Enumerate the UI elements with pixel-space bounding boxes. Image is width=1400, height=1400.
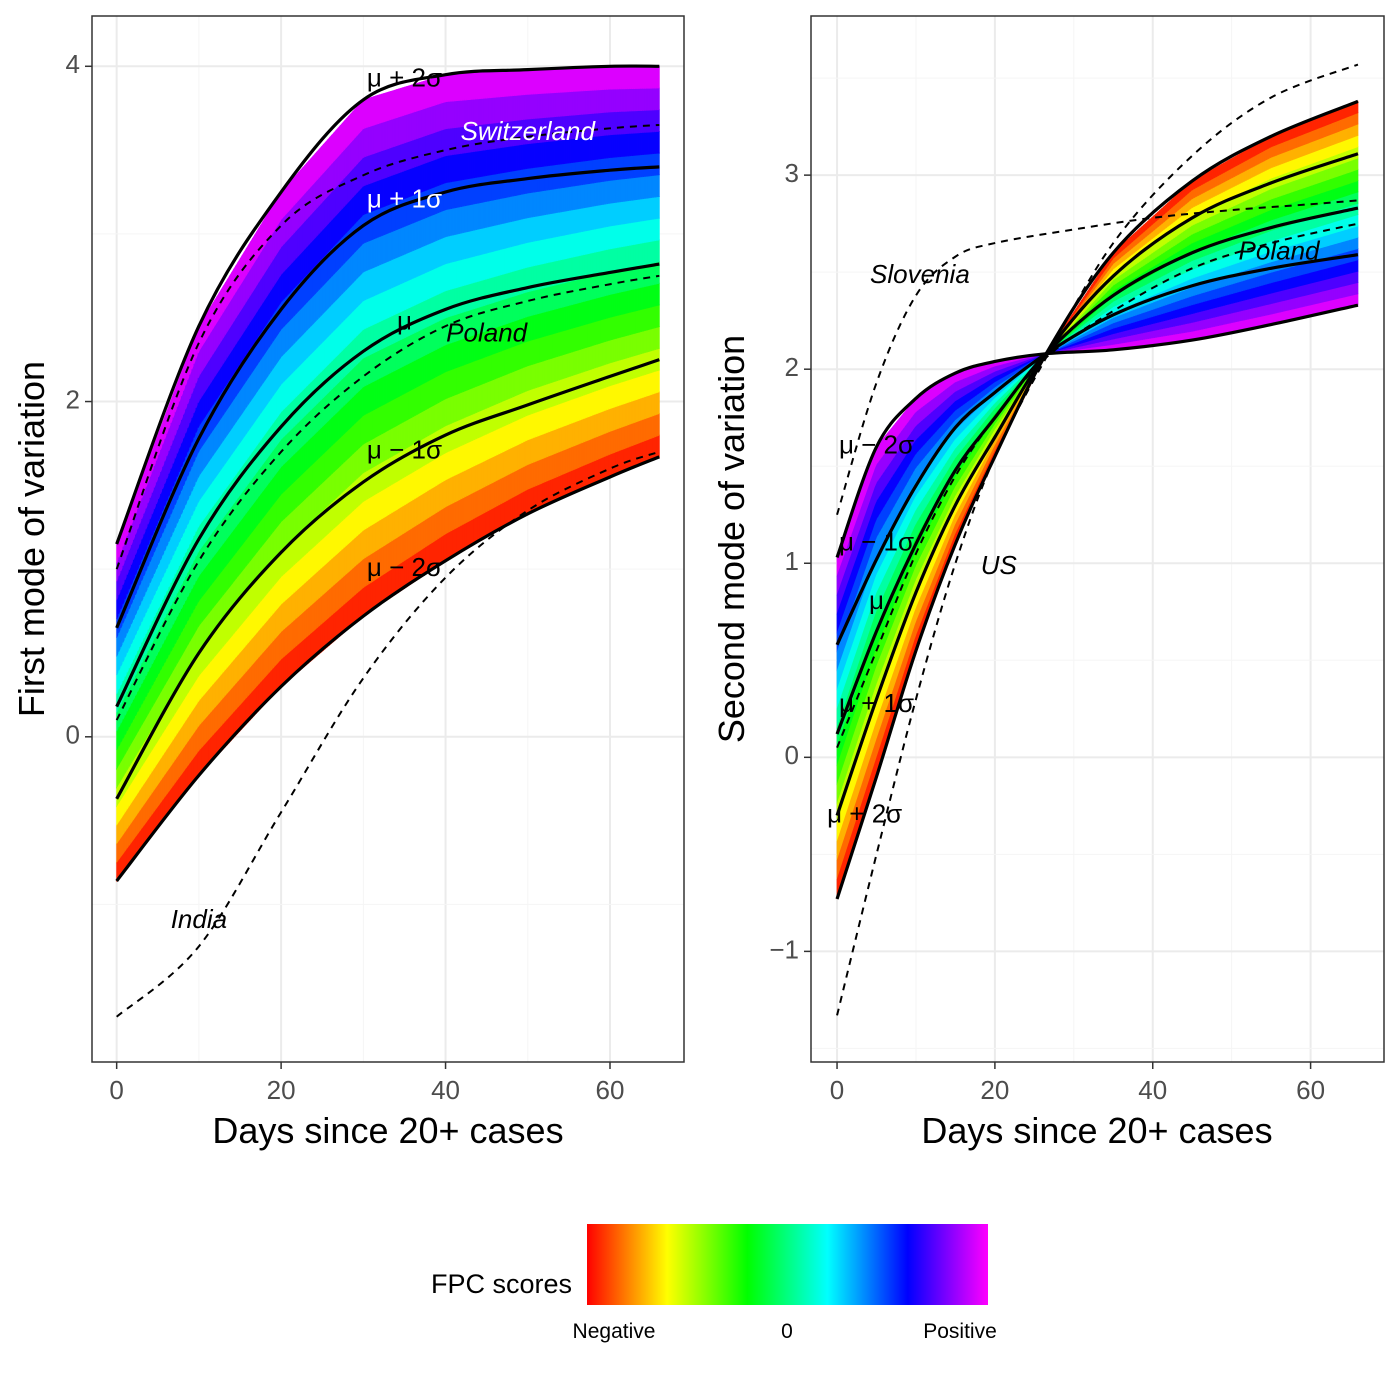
- annotation-label: μ − 1σ: [367, 435, 442, 465]
- y-tick-label: 2: [66, 384, 80, 414]
- left-panel: μ + 2σ μ + 1σ μ μ − 1σ μ − 2σ Switzerland Pola…: [11, 15, 685, 1151]
- ribbon-cell: [656, 412, 660, 437]
- y-tick-label: 4: [66, 49, 80, 79]
- ribbon-cell: [656, 109, 660, 132]
- ribbon-cell: [656, 152, 660, 176]
- ribbon-cell: [656, 391, 660, 415]
- annotation-label: μ − 2σ: [367, 552, 442, 582]
- ribbon-cell: [656, 239, 660, 263]
- x-tick-label: 20: [267, 1075, 296, 1105]
- ribbon-cell: [656, 304, 660, 328]
- right-fpc-color-ribbon: [836, 100, 1359, 900]
- x-tick-label: 60: [596, 1075, 625, 1105]
- ribbon-cell: [656, 174, 660, 198]
- annotation-label: μ + 1σ: [367, 183, 442, 213]
- ribbon-cell: [656, 369, 660, 394]
- ribbon-cell: [656, 196, 660, 219]
- x-tick-label: 40: [431, 1075, 460, 1105]
- ribbon-cell: [656, 282, 660, 307]
- left-y-axis-title: First mode of variation: [11, 361, 52, 717]
- left-x-ticks: 0 20 40 60: [109, 1062, 624, 1105]
- annotation-label: India: [171, 904, 227, 934]
- y-tick-label: 0: [66, 720, 80, 750]
- left-x-axis-title: Days since 20+ cases: [212, 1110, 563, 1151]
- ribbon-cell: [656, 130, 660, 154]
- ribbon-cell: [656, 65, 660, 89]
- annotation-label: μ + 2σ: [367, 63, 442, 93]
- left-fpc-color-ribbon: [116, 65, 660, 883]
- ribbon-cell: [656, 87, 660, 111]
- annotation-label: Switzerland: [461, 116, 597, 146]
- ribbon-cell: [656, 217, 660, 241]
- annotation-label: Poland: [446, 317, 528, 347]
- x-tick-label: 0: [109, 1075, 123, 1105]
- left-y-ticks: 0 2 4: [66, 49, 92, 750]
- ribbon-cell: [656, 434, 660, 459]
- annotation-label: μ: [397, 306, 412, 336]
- ribbon-cell: [656, 326, 660, 350]
